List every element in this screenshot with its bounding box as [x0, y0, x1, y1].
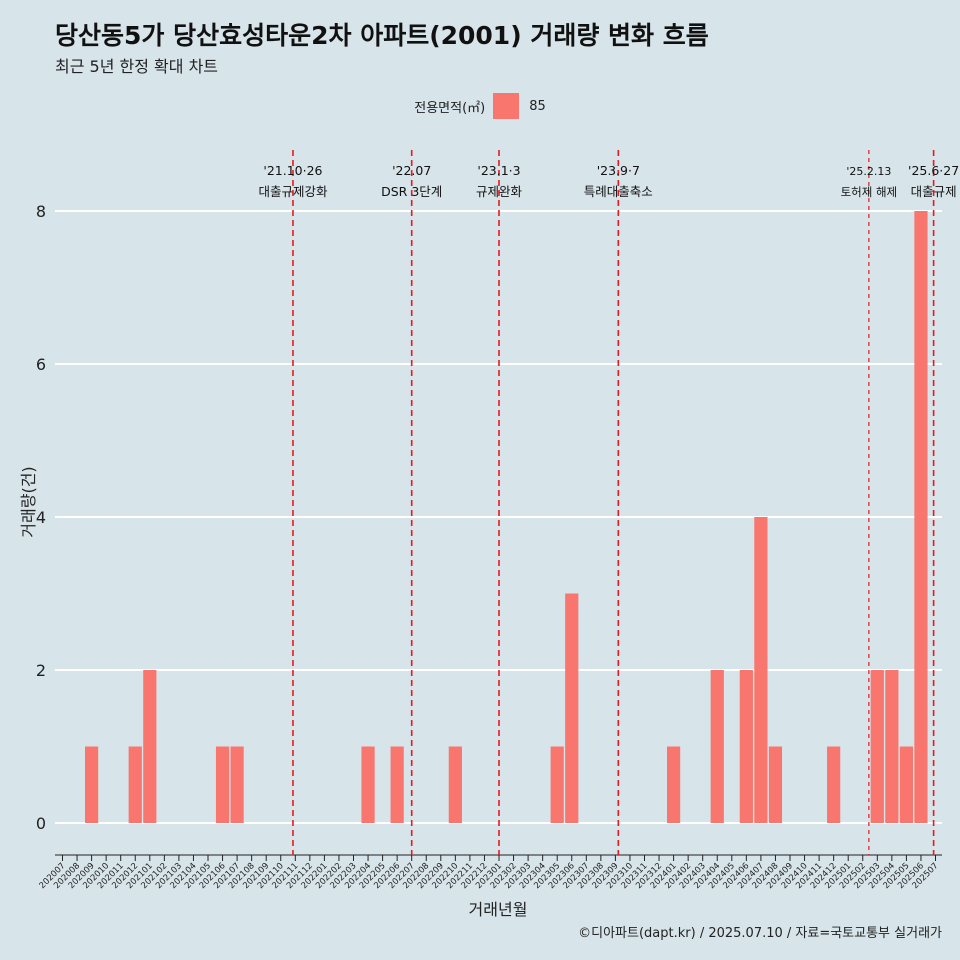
bar [85, 746, 99, 823]
bar [230, 746, 244, 823]
y-axis-title: 거래량(건) [19, 466, 38, 537]
event-name-label: 규제완화 [476, 184, 523, 199]
event-date-label: '23.1·3 [477, 163, 520, 178]
event-date-label: '23.9·7 [597, 163, 640, 178]
y-tick-label: 4 [36, 508, 46, 527]
bar [550, 746, 564, 823]
event-date-label: '22.07 [392, 163, 431, 178]
event-name-label: 토허제 해제 [841, 185, 898, 199]
event-name-label: 대출규제 [911, 184, 957, 199]
legend: 전용면적(㎡) 85 [0, 93, 960, 119]
bar [899, 746, 913, 823]
bar [885, 670, 899, 823]
bar [754, 517, 768, 823]
event-date-label: '21.10·26 [263, 163, 322, 178]
chart-title: 당산동5가 당산효성타운2차 아파트(2001) 거래량 변화 흐름 [55, 21, 709, 50]
chart-subtitle: 최근 5년 한정 확대 차트 [55, 57, 219, 76]
event-name-label: 대출규제강화 [258, 184, 328, 199]
y-tick-label: 0 [36, 814, 46, 833]
bar [667, 746, 681, 823]
x-axis-title: 거래년월 [469, 900, 528, 919]
bar [870, 670, 884, 823]
event-date-label: '25.6·27 [908, 163, 959, 178]
bar [390, 746, 404, 823]
bar [710, 670, 724, 823]
y-tick-label: 2 [36, 661, 46, 680]
legend-swatch [493, 93, 520, 119]
event-name-label: 특례대출축소 [584, 184, 653, 199]
bar [827, 746, 841, 823]
legend-title: 전용면적(㎡) [414, 100, 486, 116]
source-caption: ©디아파트(dapt.kr) / 2025.07.10 / 자료=국토교통부 실… [578, 926, 942, 941]
legend-label: 85 [529, 98, 546, 114]
bar [215, 746, 230, 823]
event-date-label: '25.2.13 [846, 165, 891, 178]
y-tick-label: 6 [36, 355, 46, 374]
bar [143, 670, 157, 823]
bar [448, 746, 462, 823]
bar [128, 746, 142, 823]
bar [739, 670, 753, 823]
bar [361, 746, 375, 823]
event-name-label: DSR 3단계 [381, 184, 442, 199]
bar [914, 211, 928, 823]
bar [768, 746, 783, 823]
y-tick-label: 8 [36, 202, 46, 221]
bar [565, 593, 579, 823]
